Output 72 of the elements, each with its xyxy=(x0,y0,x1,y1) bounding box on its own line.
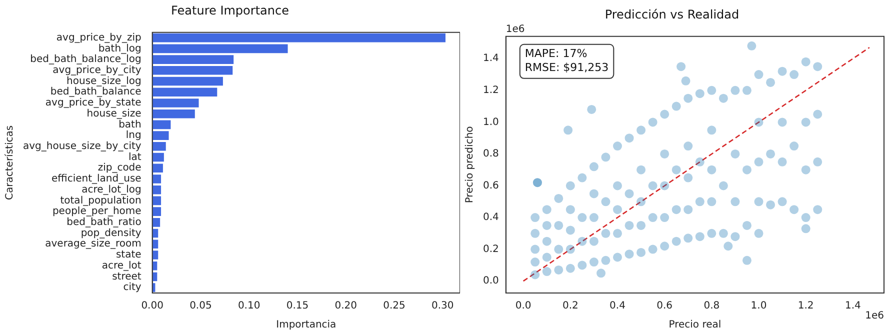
y-tick-label: bath_log xyxy=(98,43,142,54)
y-tick-label: pop_density xyxy=(80,228,142,239)
bar xyxy=(152,164,163,173)
y-tick-label: bath xyxy=(118,119,142,130)
text: 1e6 xyxy=(506,24,525,35)
y-tick-label: 0.8 xyxy=(482,148,499,160)
y-tick-label: 1.4 xyxy=(482,53,499,64)
x-tick-label: 0.25 xyxy=(383,300,406,312)
y-tick-label: 0.4 xyxy=(482,212,499,224)
y-tick-label: 0.0 xyxy=(482,276,499,287)
y-tick-label: people_per_home xyxy=(52,206,142,218)
bar xyxy=(152,88,218,97)
y-tick-label: bed_bath_balance xyxy=(50,86,142,98)
bar xyxy=(152,218,160,227)
x-tick-label: 0.05 xyxy=(190,300,212,312)
x-axis-title: Precio real xyxy=(668,320,722,331)
bar xyxy=(152,76,223,86)
x-tick-label: 0.8 xyxy=(704,300,720,312)
y-tick-label: 0.6 xyxy=(482,180,499,192)
x-axis-title: Importancia xyxy=(276,320,336,331)
x-tick-label: 0.6 xyxy=(656,300,673,312)
y-tick-label: bed_bath_ratio xyxy=(66,217,142,228)
bar xyxy=(152,55,234,64)
bar xyxy=(152,152,164,162)
bar xyxy=(152,142,166,151)
y-tick-label: 1.0 xyxy=(482,116,499,128)
y-tick-label: average_size_room xyxy=(45,238,142,250)
x-tick-label: 0.2 xyxy=(562,300,578,312)
chart-title: Predicción vs Realidad xyxy=(604,7,740,22)
bar xyxy=(152,66,233,75)
y-tick-label: zip_code xyxy=(98,162,142,174)
bar xyxy=(152,131,169,140)
y-tick-label: 0.2 xyxy=(482,244,499,255)
x-tick-label: 1.4 xyxy=(844,300,861,312)
bar xyxy=(152,44,288,54)
x-tick-label: 1.0 xyxy=(750,300,767,312)
y-tick-label: house_size xyxy=(86,108,142,120)
x-tick-label: 1.2 xyxy=(798,300,814,312)
bar xyxy=(152,207,162,216)
y-axis-title: Características xyxy=(4,125,16,200)
y-axis-title: Precio predicho xyxy=(464,126,476,204)
x-tick-label: 0.20 xyxy=(334,300,357,312)
y-tick-label: lat xyxy=(128,152,142,163)
y-tick-label: avg_price_by_state xyxy=(45,98,142,109)
bar xyxy=(152,109,195,118)
text: 1e6 xyxy=(865,310,884,322)
x-tick-label: 0.4 xyxy=(610,300,626,312)
bar xyxy=(152,174,162,184)
y-tick-label: lng xyxy=(126,130,142,142)
x-tick-label: 0.15 xyxy=(286,300,309,312)
y-tick-label: acre_lot_log xyxy=(82,184,142,196)
chart-title: Feature Importance xyxy=(171,3,289,18)
x-tick-label: 0.0 xyxy=(515,300,532,312)
y-tick-label: city xyxy=(123,282,142,294)
bar xyxy=(152,120,171,130)
annotation: MAPE: 17% RMSE: $91,253 xyxy=(524,46,609,74)
y-tick-label: 1.2 xyxy=(482,85,499,96)
x-tick-label: 0.30 xyxy=(431,300,454,312)
bar xyxy=(152,33,446,42)
y-tick-label: avg_price_by_zip xyxy=(56,32,142,44)
x-tick-label: 0.00 xyxy=(141,300,164,312)
x-tick-label: 0.10 xyxy=(238,300,260,312)
y-tick-label: efficient_land_use xyxy=(52,174,142,185)
y-tick-label: total_population xyxy=(60,195,142,206)
y-tick-label: bed_bath_balance_log xyxy=(30,54,142,66)
y-tick-label: avg_house_size_by_city xyxy=(22,141,142,152)
y-tick-label: avg_price_by_city xyxy=(52,65,142,76)
y-tick-label: state xyxy=(116,250,142,261)
y-tick-label: house_size_log xyxy=(66,76,142,87)
bar xyxy=(152,98,199,108)
y-tick-label: street xyxy=(112,271,142,282)
y-tick-label: acre_lot xyxy=(102,260,142,272)
